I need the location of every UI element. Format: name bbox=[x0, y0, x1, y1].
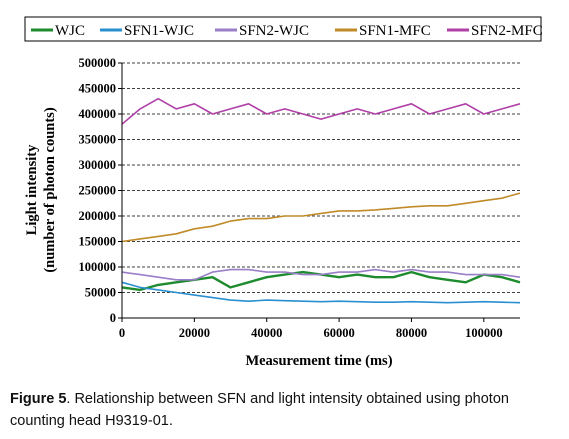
line-chart: WJC SFN1-WJC SFN2-WJC SFN1-MFC SFN2-MFC 0 500… bbox=[24, 16, 543, 369]
y-tick-label-9: 450000 bbox=[79, 82, 117, 96]
x-tick-labels: 0 20000 40000 60000 80000 100000 bbox=[119, 318, 503, 340]
figure-label: Figure 5 bbox=[10, 391, 67, 407]
caption-text: . Relationship between SFN and light int… bbox=[10, 391, 509, 429]
series-line-sfn1-mfc bbox=[121, 192, 521, 243]
axis-titles: Measurement time (ms) Light intensity (n… bbox=[24, 107, 393, 369]
y-tick-label-6: 300000 bbox=[79, 158, 117, 172]
x-tick-label-4: 80000 bbox=[396, 326, 427, 340]
x-tick-label-3: 60000 bbox=[323, 326, 354, 340]
y-tick-label-5: 250000 bbox=[79, 184, 117, 198]
x-tick-label-1: 20000 bbox=[179, 326, 210, 340]
legend-label-sfn2-wjc: SFN2-WJC bbox=[239, 23, 309, 39]
legend: WJC SFN1-WJC SFN2-WJC SFN1-MFC SFN2-MFC bbox=[24, 16, 543, 42]
y-tick-label-8: 400000 bbox=[79, 107, 117, 121]
y-axis-title-line2: (number of photon counts) bbox=[42, 107, 58, 272]
legend-label-sfn1-mfc: SFN1-MFC bbox=[359, 23, 431, 39]
gridlines bbox=[122, 62, 520, 293]
series-line-sfn2-wjc bbox=[121, 268, 521, 281]
legend-label-sfn2-mfc: SFN2-MFC bbox=[471, 23, 543, 39]
x-tick-label-0: 0 bbox=[119, 326, 125, 340]
y-tick-label-4: 200000 bbox=[79, 209, 117, 223]
x-tick-label-5: 100000 bbox=[465, 326, 503, 340]
series-line-sfn1-wjc bbox=[121, 281, 521, 304]
y-tick-label-2: 100000 bbox=[79, 260, 117, 274]
y-tick-label-0: 0 bbox=[110, 311, 116, 325]
y-tick-label-3: 150000 bbox=[79, 235, 117, 249]
series-layer bbox=[121, 97, 521, 304]
x-tick-label-2: 40000 bbox=[251, 326, 282, 340]
legend-label-wjc: WJC bbox=[55, 23, 85, 39]
y-tick-label-1: 50000 bbox=[85, 286, 116, 300]
legend-label-sfn1-wjc: SFN1-WJC bbox=[124, 23, 194, 39]
y-tick-label-10: 500000 bbox=[79, 56, 117, 70]
figure-caption: Figure 5. Relationship between SFN and l… bbox=[10, 388, 562, 432]
x-axis-title: Measurement time (ms) bbox=[245, 353, 392, 369]
y-tick-label-7: 350000 bbox=[79, 133, 117, 147]
y-axis-title-line1: Light intensity bbox=[24, 144, 40, 235]
y-tick-labels: 0 50000 100000 150000 200000 250000 300000 3500… bbox=[79, 56, 122, 325]
series-line-sfn2-mfc bbox=[121, 97, 521, 125]
